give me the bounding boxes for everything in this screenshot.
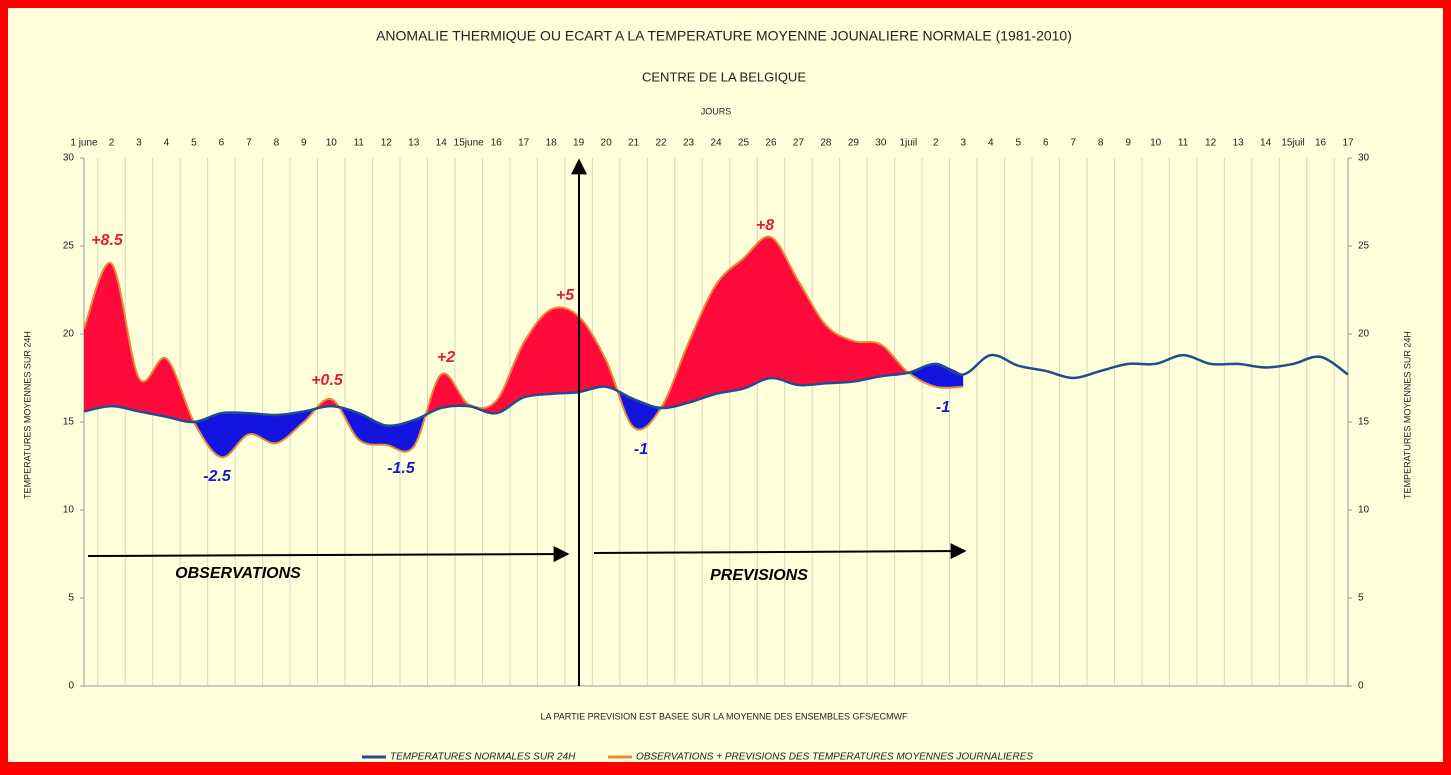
x-tick-label: 12 — [1205, 138, 1217, 149]
x-tick-label: 23 — [683, 138, 695, 149]
x-tick-label: 4 — [988, 138, 994, 149]
y-tick-label: 0 — [68, 681, 74, 692]
y-axis-label: TEMPERATURES MOYENNES SUR 24H — [22, 331, 32, 499]
x-tick-label: 25 — [738, 138, 750, 149]
annotation: +5 — [556, 287, 575, 304]
annotation: -1.5 — [387, 460, 416, 477]
x-tick-label: 28 — [820, 138, 832, 149]
y-tick-label: 25 — [63, 241, 75, 252]
x-tick-label: 27 — [793, 138, 805, 149]
x-tick-label: 21 — [628, 138, 640, 149]
annotation: +8 — [756, 217, 774, 234]
annotation: -2.5 — [203, 468, 232, 485]
y2-tick-label: 0 — [1358, 681, 1364, 692]
forecast-arrow — [593, 543, 967, 560]
chart-subtitle: CENTRE DE LA BELGIQUE — [642, 69, 806, 84]
x-tick-label: 15june — [454, 138, 484, 149]
x-tick-label: 9 — [301, 138, 307, 149]
annotation: PREVISIONS — [710, 567, 808, 584]
plot — [83, 235, 1349, 459]
x-tick-label: 16 — [1315, 138, 1327, 149]
annotation: +0.5 — [311, 372, 344, 389]
x-tick-label: 30 — [875, 138, 887, 149]
x-tick-label: 13 — [1233, 138, 1245, 149]
x-tick-label: 14 — [1260, 138, 1272, 149]
y2-tick-label: 10 — [1358, 505, 1370, 516]
y2-axis-label: TEMPERATURES MOYENNES SUR 24H — [1402, 331, 1412, 499]
x-tick-label: 6 — [219, 138, 225, 149]
x-tick-label: 4 — [164, 138, 170, 149]
x-tick-label: 2 — [109, 138, 115, 149]
x-tick-label: 22 — [655, 138, 667, 149]
series-line — [83, 235, 964, 459]
y-tick-label: 30 — [63, 153, 75, 164]
x-tick-label: 16 — [491, 138, 503, 149]
x-tick-label: 6 — [1043, 138, 1049, 149]
x-tick-label: 13 — [408, 138, 420, 149]
y2-tick-label: 20 — [1358, 329, 1370, 340]
x-tick-label: 7 — [246, 138, 252, 149]
y-tick-label: 20 — [63, 329, 75, 340]
annotation: -1 — [634, 441, 648, 458]
x-tick-label: 24 — [710, 138, 722, 149]
x-axis-label: JOURS — [701, 106, 732, 116]
x-tick-label: 8 — [274, 138, 280, 149]
x-tick-label: 12 — [381, 138, 393, 149]
x-tick-label: 15juil — [1281, 138, 1304, 149]
x-tick-label: 10 — [1150, 138, 1162, 149]
y2-tick-label: 5 — [1358, 593, 1364, 604]
x-tick-label: 1juil — [899, 138, 917, 149]
observations-arrow — [87, 546, 570, 563]
x-tick-label: 5 — [191, 138, 197, 149]
x-tick-label: 17 — [1342, 138, 1354, 149]
x-tick-label: 17 — [518, 138, 530, 149]
x-tick-label: 18 — [546, 138, 558, 149]
x-tick-label: 8 — [1098, 138, 1104, 149]
x-tick-label: 14 — [436, 138, 448, 149]
y2-tick-label: 15 — [1358, 417, 1370, 428]
x-tick-label: 2 — [933, 138, 939, 149]
x-tick-label: 11 — [1178, 138, 1189, 149]
series-line — [83, 353, 1349, 427]
x-tick-label: 5 — [1015, 138, 1021, 149]
x-tick-label: 3 — [961, 138, 967, 149]
x-tick-label: 29 — [848, 138, 860, 149]
y2-tick-label: 30 — [1358, 153, 1370, 164]
y2-tick-label: 25 — [1358, 241, 1370, 252]
y-tick-label: 15 — [63, 417, 75, 428]
x-tick-label: 3 — [136, 138, 142, 149]
x-tick-label: 11 — [354, 138, 365, 149]
legend-label: OBSERVATIONS + PREVISIONS DES TEMPERATUR… — [636, 752, 1033, 763]
legend-label: TEMPERATURES NORMALES SUR 24H — [390, 752, 576, 763]
chart-title: ANOMALIE THERMIQUE OU ECART A LA TEMPERA… — [376, 28, 1072, 44]
x-tick-label: 19 — [573, 138, 585, 149]
anomaly-above — [84, 236, 964, 426]
note: LA PARTIE PREVISION EST BASEE SUR LA MOY… — [540, 711, 908, 721]
annotation: +8.5 — [91, 232, 124, 249]
x-tick-label: 9 — [1125, 138, 1131, 149]
x-tick-label: 1 june — [70, 138, 98, 149]
x-tick-label: 7 — [1070, 138, 1076, 149]
annotation: +2 — [437, 349, 455, 366]
x-tick-label: 10 — [326, 138, 338, 149]
annotation: -1 — [936, 399, 950, 416]
x-tick-label: 20 — [601, 138, 613, 149]
x-tick-label: 26 — [765, 138, 777, 149]
annotation: OBSERVATIONS — [175, 565, 301, 582]
y-tick-label: 10 — [63, 505, 75, 516]
y-tick-label: 5 — [68, 593, 74, 604]
